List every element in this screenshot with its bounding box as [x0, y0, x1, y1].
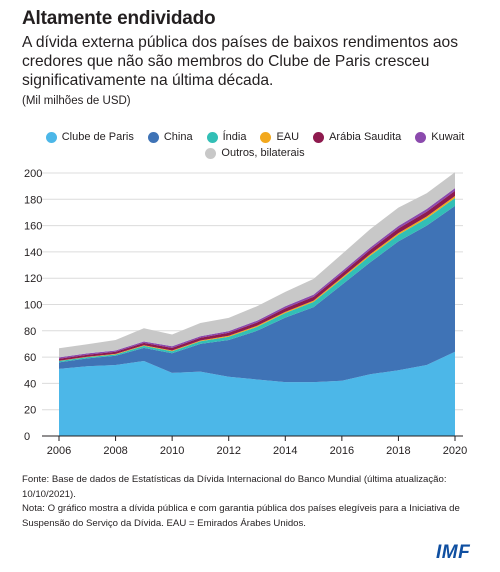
- x-tick-label: 2014: [273, 445, 297, 457]
- legend-item: EAU: [260, 131, 299, 143]
- legend-label: Outros, bilaterais: [221, 147, 305, 159]
- y-tick-label: 180: [24, 194, 42, 206]
- area-series: [59, 172, 455, 436]
- legend-swatch: [206, 131, 218, 143]
- legend-label: Índia: [222, 131, 247, 143]
- x-tick-label: 2018: [386, 445, 410, 457]
- legend-swatch: [45, 131, 57, 143]
- imf-logo: IMF: [436, 542, 471, 563]
- y-tick-label: 100: [24, 300, 42, 312]
- y-tick-label: 40: [24, 378, 36, 390]
- y-tick-label: 120: [24, 273, 42, 285]
- unit-label: (Mil milhões de USD): [22, 95, 131, 107]
- legend-label: Clube de Paris: [61, 131, 134, 143]
- x-tick-label: 2006: [47, 445, 71, 457]
- legend-label: EAU: [276, 131, 300, 143]
- legend-row: Clube de Paris China Índia EAU Arábia Saudit…: [30, 129, 480, 145]
- legend-item: Arábia Saudita: [313, 131, 401, 143]
- legend-row: Outros, bilaterais: [30, 145, 480, 161]
- legend-label: Arábia Saudita: [329, 131, 402, 143]
- y-tick-label: 200: [24, 168, 42, 180]
- chart-title: Altamente endividado: [22, 8, 216, 29]
- x-axis: 2006 2008 2010 2012 2014 2016 2018 2020: [42, 435, 467, 457]
- area-china: [59, 205, 455, 383]
- chart-subtitle: A dívida externa pública dos países de b…: [22, 34, 459, 89]
- explanatory-note: Nota: O gráfico mostra a dívida pública …: [22, 503, 460, 529]
- y-tick-label: 0: [24, 431, 30, 443]
- x-tick-label: 2008: [103, 445, 127, 457]
- source-note: Fonte: Base de dados de Estatísticas da …: [22, 474, 447, 500]
- footnotes: Fonte: Base de dados de Estatísticas da …: [22, 473, 482, 531]
- legend-swatch: [415, 131, 427, 143]
- legend-label: Kuwait: [431, 131, 465, 143]
- y-tick-label: 20: [24, 405, 36, 417]
- area-india: [59, 198, 455, 363]
- x-tick-label: 2020: [443, 445, 467, 457]
- x-tick-label: 2012: [216, 445, 240, 457]
- legend-item: Índia: [206, 131, 247, 143]
- y-axis: 0 20 40 60 80 100 120 140 160 180 200: [24, 168, 42, 443]
- legend-item: Kuwait: [415, 131, 464, 143]
- legend-swatch: [205, 147, 217, 159]
- x-tick-label: 2016: [330, 445, 354, 457]
- stacked-area-chart: 0 20 40 60 80 100 120 140 160 180 200 2006 2008 2010…: [24, 168, 467, 457]
- y-tick-label: 60: [24, 352, 36, 364]
- legend-item: Outros, bilaterais: [205, 147, 305, 159]
- legend-item: China: [147, 131, 193, 143]
- y-tick-label: 160: [24, 221, 42, 233]
- x-tick-label: 2010: [160, 445, 184, 457]
- y-tick-label: 140: [24, 247, 42, 259]
- legend-label: China: [163, 131, 193, 143]
- legend-swatch: [313, 131, 325, 143]
- legend-swatch: [260, 131, 272, 143]
- legend-swatch: [147, 131, 159, 143]
- legend: Clube de Paris China Índia EAU Arábia Saudit…: [30, 129, 480, 161]
- legend-item: Clube de Paris: [45, 131, 134, 143]
- area-outros-bilaterais: [59, 172, 455, 358]
- y-tick-label: 80: [24, 326, 36, 338]
- area-clube-de-paris: [59, 351, 455, 436]
